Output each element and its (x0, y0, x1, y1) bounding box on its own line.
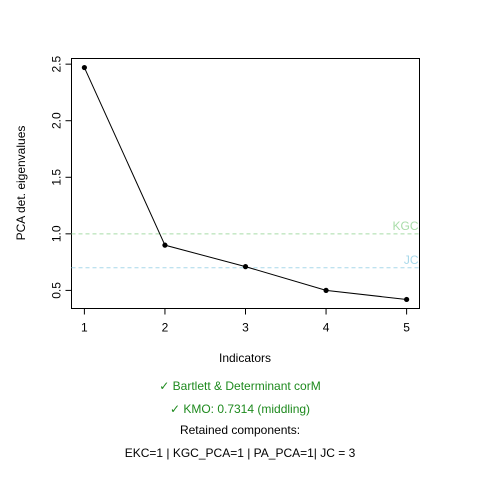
data-point (81, 64, 87, 71)
x-tick-label: 3 (242, 321, 249, 335)
y-axis-label: PCA det. eigenvalues (14, 126, 28, 241)
data-point (162, 242, 168, 248)
jc-reference-label: JC (404, 253, 419, 267)
x-tick-label: 1 (81, 321, 88, 335)
y-tick-label: 2.0 (50, 112, 64, 129)
y-tick-label: 1.0 (50, 225, 64, 242)
retained-components-values: EKC=1 | KGC_PCA=1 | PA_PCA=1| JC = 3 (124, 446, 356, 460)
bartlett-status: ✓ Bartlett & Determinant corM (159, 379, 321, 393)
y-tick-label: 1.5 (50, 169, 64, 186)
retained-components-title: Retained components: (179, 423, 301, 437)
x-axis-label: Indicators (219, 351, 271, 365)
x-tick-label: 5 (403, 321, 410, 335)
kgc-reference-label: KGC (392, 219, 418, 233)
data-point (404, 296, 410, 303)
y-tick-label: 2.5 (50, 55, 64, 72)
data-point (242, 264, 249, 270)
plot-frame (71, 58, 420, 309)
y-tick-label: 0.5 (50, 282, 64, 299)
x-tick-label: 4 (323, 321, 330, 335)
data-point (323, 287, 329, 294)
kmo-status: ✓ KMO: 0.7314 (middling) (169, 402, 311, 416)
x-tick-label: 2 (162, 321, 169, 335)
